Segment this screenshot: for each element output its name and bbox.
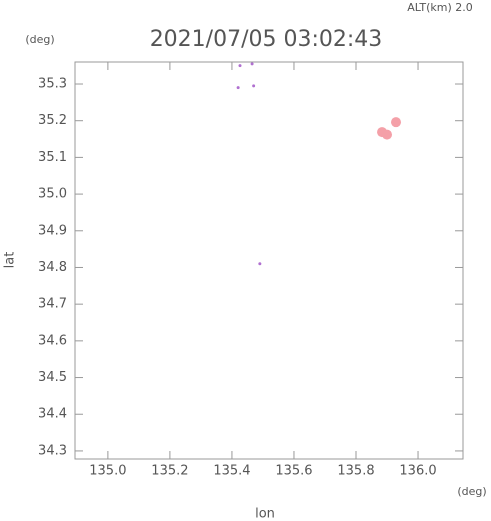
point	[250, 62, 254, 66]
y-tick-label: 35.2	[38, 113, 67, 128]
y-tick-label: 35.3	[38, 77, 67, 92]
x-tick-label: 135.4	[213, 464, 250, 479]
y-unit: (deg)	[25, 33, 54, 46]
point	[382, 129, 393, 140]
x-tick-label: 135.6	[275, 464, 312, 479]
x-tick-label: 135.2	[151, 464, 188, 479]
y-tick-label: 34.3	[38, 443, 67, 458]
y-tick-label: 34.6	[38, 333, 67, 348]
x-tick-label: 135.8	[337, 464, 374, 479]
altitude: ALT(km) 2.0	[407, 1, 473, 14]
y-tick-label: 34.4	[38, 407, 67, 422]
y-tick-label: 35.0	[38, 187, 67, 202]
x-tick-label: 136.0	[399, 464, 436, 479]
y-tick-label: 34.5	[38, 370, 67, 385]
x-axis-label: lon	[255, 507, 275, 521]
x-unit: (deg)	[457, 485, 486, 498]
x-tick-label: 135.0	[89, 464, 126, 479]
point	[238, 64, 242, 68]
chart-title: 2021/07/05 03:02:43	[150, 27, 383, 52]
y-tick-label: 35.1	[38, 150, 67, 165]
plot-frame	[74, 61, 464, 460]
point	[391, 117, 402, 128]
point	[236, 86, 240, 90]
point	[252, 84, 256, 88]
y-axis-label: lat	[3, 252, 18, 269]
y-tick-label: 34.7	[38, 297, 67, 312]
y-tick-label: 34.9	[38, 223, 67, 238]
point	[258, 262, 262, 266]
y-tick-label: 34.8	[38, 260, 67, 275]
